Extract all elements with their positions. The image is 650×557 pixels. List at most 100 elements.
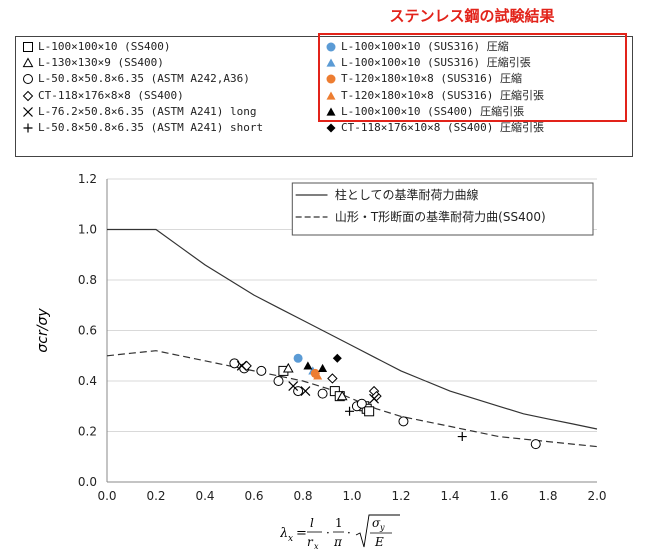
dashed-reference-curve	[106, 350, 598, 448]
svg-text:=: =	[296, 526, 307, 541]
circle-orange-marker-icon	[326, 74, 336, 84]
y-tick-label: 0.0	[78, 475, 97, 489]
triangle-open-data-point	[282, 362, 294, 373]
diamond-open-data-point	[327, 373, 338, 384]
legend-item: T-120×180×10×8 (SUS316) 圧縮引張	[325, 89, 544, 103]
x-tick-label: 0.0	[97, 489, 116, 503]
solid-reference-curve	[107, 228, 598, 430]
x-tick-label: 1.0	[342, 489, 361, 503]
svg-text:x: x	[314, 542, 319, 551]
y-axis-label: σcr/σy	[35, 308, 51, 353]
diamond-open-marker-icon	[22, 90, 34, 101]
legend-item-label: CT-118×176×8×8 (SS400)	[38, 88, 184, 102]
legend-item: L-100×100×10 (SS400) 圧縮引張	[325, 105, 524, 119]
svg-text:·: ·	[326, 526, 330, 540]
chart-title: ステンレス鋼の試験結果	[389, 7, 555, 25]
circle-open-data-point	[317, 388, 328, 399]
svg-text:1: 1	[335, 516, 343, 530]
legend-item: L-100×100×10 (SS400)	[22, 40, 170, 54]
x-tick-label: 0.2	[146, 489, 165, 503]
plot-area: 0.0 0.2 0.4 0.6 0.8 1.0 1.2 1.4 1.6 1.8 2.0 0.0 0.2 0…	[35, 172, 607, 503]
legend-item: L-50.8×50.8×6.35 (ASTM A241) short	[22, 121, 263, 135]
cross-data-point	[288, 381, 299, 391]
circle-open-data-point	[273, 376, 284, 386]
legend-item-label: L-100×100×10 (SS400) 圧縮引張	[341, 104, 525, 118]
legend-item-label: T-120×180×10×8 (SUS316) 圧縮引張	[341, 88, 544, 102]
triangle-blue-marker-icon	[326, 58, 336, 67]
triangle-orange-data-point	[313, 371, 323, 380]
x-tick-label: 1.4	[440, 489, 459, 503]
legend-item: T-120×180×10×8 (SUS316) 圧縮	[325, 72, 522, 86]
triangle-black-data-point	[303, 361, 313, 370]
legend-item-label: L-50.8×50.8×6.35 (ASTM A241) short	[38, 121, 264, 134]
svg-text:σ: σ	[372, 516, 381, 530]
curve-legend-label: 柱としての基準耐荷力曲線	[335, 187, 479, 202]
legend-item: CT-118×176×10×8 (SS400) 圧縮引張	[325, 121, 544, 135]
legend-item-label: L-130×130×9 (SS400)	[38, 56, 164, 70]
circle-open-data-point	[530, 439, 541, 450]
y-tick-label: 0.6	[78, 324, 97, 338]
legend-item: L-76.2×50.8×6.35 (ASTM A241) long	[22, 105, 257, 119]
x-axis-label: λ x = l r x · 1 π · σ y E	[279, 513, 450, 557]
x-axis-formula: λ x = l r x · 1 π · σ y E	[279, 514, 400, 551]
legend-item-label: L-100×100×10 (SUS316) 圧縮引張	[341, 56, 531, 70]
diamond-black-marker-icon	[326, 123, 336, 133]
cross-data-point	[236, 360, 247, 371]
legend-item-label: L-100×100×10 (SUS316) 圧縮	[341, 40, 509, 53]
cross-data-point	[300, 386, 311, 397]
x-tick-label: 2.0	[587, 489, 606, 503]
circle-open-marker-icon	[23, 74, 33, 85]
circle-blue-data-point	[293, 353, 303, 363]
triangle-black-marker-icon	[326, 107, 336, 116]
legend-item-label: L-50.8×50.8×6.35 (ASTM A242,A36)	[38, 72, 250, 86]
stainless-legend-highlight	[318, 33, 627, 122]
curve-legend-label: 山形・T形断面の基準耐荷力曲(SS400)	[335, 209, 546, 224]
legend-item: L-50.8×50.8×6.35 (ASTM A242,A36)	[22, 72, 250, 86]
circle-blue-marker-icon	[326, 42, 336, 52]
triangle-orange-marker-icon	[326, 91, 336, 100]
diamond-black-data-point	[332, 353, 342, 363]
square-open-marker-icon	[23, 42, 33, 52]
circle-open-data-point	[356, 398, 367, 409]
svg-text:r: r	[307, 535, 314, 549]
x-tick-label: 0.8	[293, 489, 312, 503]
svg-text:x: x	[288, 534, 293, 544]
legend-item-label: L-100×100×10 (SS400)	[38, 40, 171, 53]
circle-open-data-point	[256, 365, 267, 376]
curve-legend-box	[291, 182, 594, 236]
legend-item-label: L-76.2×50.8×6.35 (ASTM A241) long	[38, 104, 257, 118]
legend-item: CT-118×176×8×8 (SS400)	[22, 89, 184, 103]
legend-item-label: T-120×180×10×8 (SUS316) 圧縮	[341, 72, 522, 86]
x-tick-label: 0.4	[195, 489, 214, 503]
circle-open-data-point	[398, 416, 409, 427]
svg-text:λ: λ	[280, 526, 288, 541]
x-tick-label: 0.6	[244, 489, 263, 503]
y-tick-label: 0.2	[78, 425, 97, 439]
plus-marker-icon	[23, 123, 33, 133]
y-tick-label: 1.0	[78, 223, 97, 237]
triangle-open-marker-icon	[22, 57, 34, 68]
triangle-black-data-point	[318, 363, 328, 372]
square-open-data-point	[364, 406, 375, 417]
svg-text:E: E	[374, 535, 384, 549]
x-tick-label: 1.8	[538, 489, 557, 503]
circle-open-data-point	[229, 358, 240, 369]
triangle-open-data-point	[336, 390, 348, 401]
marker-legend	[15, 36, 633, 157]
plus-data-point	[457, 432, 467, 442]
plus-data-point	[345, 406, 355, 416]
x-tick-label: 1.6	[489, 489, 508, 503]
y-tick-label: 1.2	[78, 172, 97, 186]
svg-text:·: ·	[347, 526, 351, 540]
y-tick-label: 0.4	[78, 374, 97, 388]
cross-marker-icon	[23, 106, 33, 117]
svg-text:π: π	[333, 535, 343, 549]
cross-data-point	[369, 393, 379, 404]
svg-text:y: y	[379, 523, 385, 532]
legend-item: L-100×100×10 (SUS316) 圧縮引張	[325, 56, 531, 70]
legend-item: L-100×100×10 (SUS316) 圧縮	[325, 40, 509, 54]
svg-text:l: l	[310, 516, 314, 530]
legend-item-label: CT-118×176×10×8 (SS400) 圧縮引張	[341, 121, 544, 134]
x-tick-label: 1.2	[391, 489, 410, 503]
y-tick-label: 0.8	[78, 273, 97, 287]
